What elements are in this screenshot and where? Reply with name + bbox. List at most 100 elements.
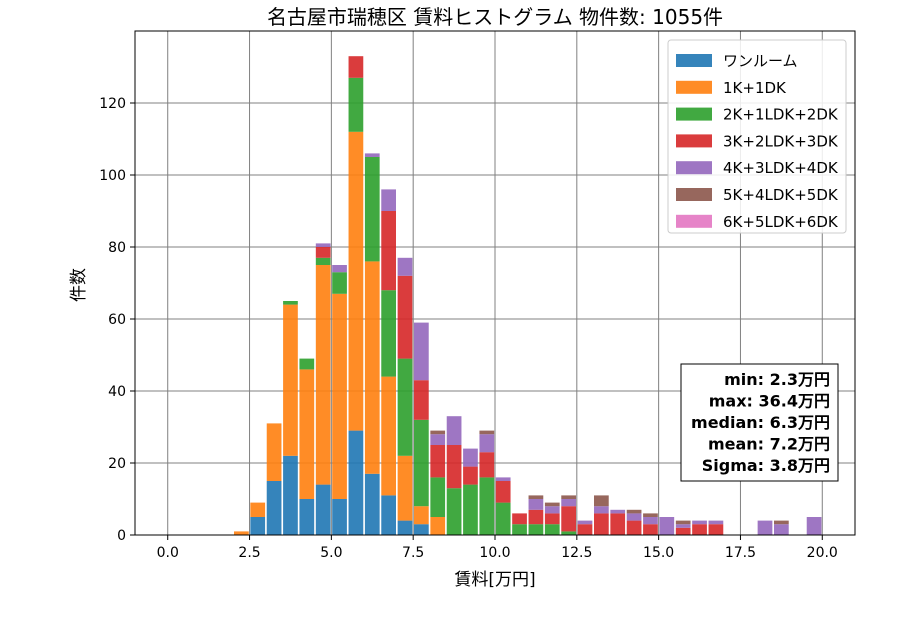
bar-segment: [315, 484, 331, 535]
y-axis-ticks: 0 20 40 60 80 100 120: [99, 96, 135, 544]
x-tick-label: 15.0: [643, 545, 674, 561]
bar-segment: [528, 509, 544, 525]
bar-segment: [414, 322, 429, 381]
bar-segment: [283, 304, 298, 456]
x-axis-ticks: 0.0 2.5 5.0 7.5 10.0 12.5 15.0 17.5 20.0: [157, 535, 838, 561]
bar-segment: [463, 484, 478, 535]
stats-box: min: 2.3万円 max: 36.4万円 median: 6.3万円 mean: …: [680, 363, 839, 482]
bar-segment: [397, 455, 413, 521]
bar-segment: [544, 502, 560, 507]
bar-segment: [528, 499, 544, 510]
bar-segment: [381, 290, 396, 377]
x-tick-label: 0.0: [157, 545, 179, 561]
y-tick-label: 120: [99, 96, 126, 112]
bar-segment: [577, 524, 593, 535]
bar-segment: [397, 257, 413, 276]
bar-segment: [806, 517, 822, 535]
bar-segment: [315, 247, 331, 258]
x-tick-label: 7.5: [402, 545, 424, 561]
bar-segment: [479, 452, 495, 478]
stats-line: mean: 7.2万円: [708, 435, 830, 454]
bar-segment: [446, 445, 462, 489]
legend-box: [667, 39, 847, 234]
x-tick-label: 17.5: [725, 545, 756, 561]
bar-segment: [315, 257, 331, 265]
x-tick-label: 10.0: [479, 545, 510, 561]
bar-segment: [561, 495, 576, 499]
bar-segment: [381, 211, 396, 291]
bar-segment: [414, 524, 429, 535]
bar-segment: [495, 481, 511, 503]
legend: ワンルーム 1K+1DK 2K+1LDK+2DK 3K+2LDK+3DK 4K+3LDK…: [667, 39, 847, 234]
bar-segment: [643, 524, 658, 535]
bar-segment: [675, 520, 691, 525]
bar-segment: [381, 376, 396, 496]
y-tick-label: 0: [117, 528, 126, 544]
bar-segment: [577, 520, 593, 525]
y-tick-label: 100: [99, 168, 126, 184]
bar-segment: [626, 513, 642, 521]
stats-frame: [680, 363, 839, 482]
bar-segment: [315, 243, 331, 247]
legend-swatch: [676, 134, 712, 148]
bar-segment: [757, 520, 773, 535]
bar-segment: [348, 56, 364, 78]
bar-segment: [414, 380, 429, 420]
x-tick-label: 20.0: [807, 545, 838, 561]
bar-segment: [364, 473, 380, 535]
legend-swatch: [676, 161, 712, 175]
y-axis-label: 件数: [69, 268, 89, 302]
bar-segment: [332, 272, 347, 294]
bar-segment: [266, 423, 282, 481]
legend-label: 4K+3LDK+4DK: [723, 159, 839, 177]
bar-segment: [364, 261, 380, 474]
chart-title: 名古屋市瑞穂区 賃料ヒストグラム 物件数: 1055件: [267, 5, 723, 29]
bar-segment: [283, 455, 298, 535]
bar-segment: [397, 520, 413, 535]
bar-segment: [315, 265, 331, 485]
bar-segment: [594, 513, 609, 535]
bar-segment: [692, 520, 707, 525]
legend-label: 3K+2LDK+3DK: [723, 132, 839, 150]
bar-segment: [381, 189, 396, 211]
bar-segment: [643, 517, 658, 525]
bar-segment: [446, 416, 462, 445]
bar-segment: [675, 524, 691, 528]
bar-segment: [299, 369, 315, 499]
bar-segment: [528, 524, 544, 535]
bar-segment: [463, 466, 478, 485]
y-tick-label: 40: [108, 384, 126, 400]
bar-segment: [397, 358, 413, 456]
bar-segment: [332, 499, 347, 535]
bars: [234, 56, 822, 535]
bar-segment: [659, 517, 675, 535]
x-tick-label: 12.5: [561, 545, 592, 561]
bar-segment: [283, 301, 298, 305]
legend-label: 2K+1LDK+2DK: [723, 106, 839, 124]
legend-label: ワンルーム: [723, 52, 798, 70]
bar-segment: [479, 430, 495, 435]
bar-segment: [512, 524, 527, 535]
bar-segment: [430, 445, 446, 478]
x-tick-label: 2.5: [238, 545, 260, 561]
legend-swatch: [676, 214, 712, 228]
bar-segment: [430, 477, 446, 517]
bar-segment: [544, 524, 560, 535]
bar-segment: [430, 430, 446, 435]
stats-line: max: 36.4万円: [709, 392, 830, 411]
bar-segment: [544, 513, 560, 525]
x-tick-label: 5.0: [320, 545, 342, 561]
bar-segment: [381, 495, 396, 535]
bar-segment: [299, 499, 315, 535]
bar-segment: [708, 520, 724, 525]
bar-segment: [430, 434, 446, 445]
bar-segment: [348, 131, 364, 431]
bar-segment: [774, 520, 789, 525]
bar-segment: [594, 495, 609, 507]
stats-line: median: 6.3万円: [691, 413, 830, 432]
bar-segment: [512, 513, 527, 525]
legend-swatch: [676, 107, 712, 121]
legend-swatch: [676, 54, 712, 67]
bar-segment: [430, 517, 446, 535]
